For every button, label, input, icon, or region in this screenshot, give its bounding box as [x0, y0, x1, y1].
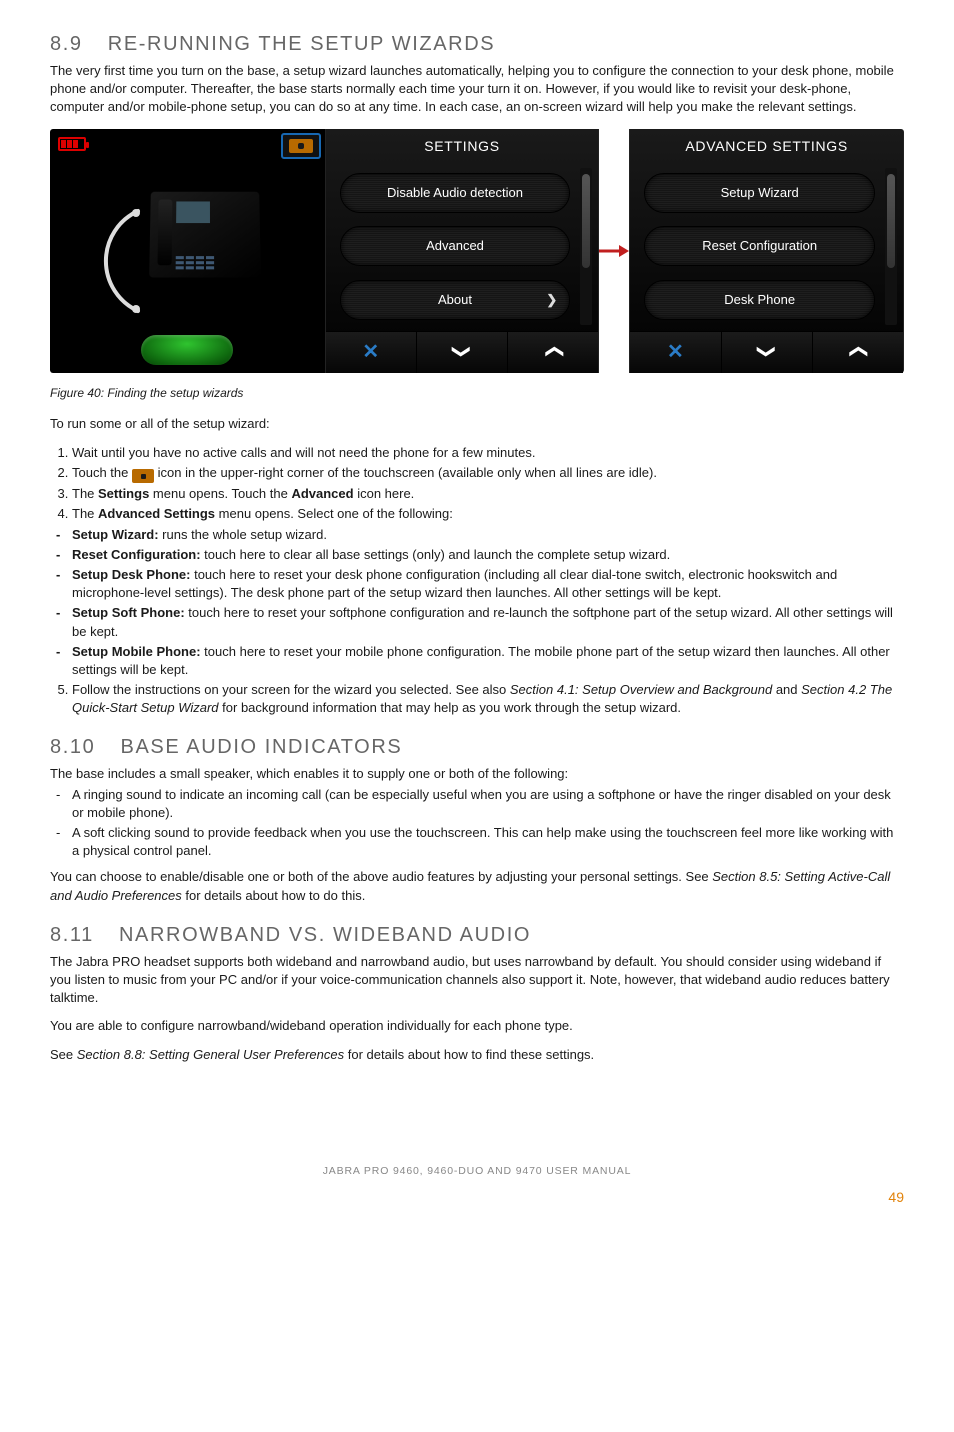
menu-item-advanced[interactable]: Advanced: [340, 226, 571, 266]
s810-li2: A soft clicking sound to provide feedbac…: [72, 824, 904, 860]
chevron-up-icon: ❯: [845, 345, 870, 360]
bottom-bar: ✕ ❯ ❯: [326, 331, 599, 373]
wizard-steps: Wait until you have no active calls and …: [50, 444, 904, 524]
close-icon: ✕: [362, 338, 379, 366]
step-1: Wait until you have no active calls and …: [72, 444, 904, 462]
s811-p3: See Section 8.8: Setting General User Pr…: [50, 1046, 904, 1064]
phone-home-panel: [50, 129, 325, 373]
option-setup-soft: Setup Soft Phone: touch here to reset yo…: [72, 604, 904, 640]
step-4: The Advanced Settings menu opens. Select…: [72, 505, 904, 523]
close-button[interactable]: ✕: [326, 331, 416, 373]
chevron-up-icon: ❯: [541, 345, 566, 360]
option-setup-desk: Setup Desk Phone: touch here to reset yo…: [72, 566, 904, 602]
advanced-settings-panel: ADVANCED SETTINGS Setup Wizard Reset Con…: [629, 129, 904, 373]
footer-title: JABRA PRO 9460, 9460-DUO AND 9470 USER M…: [50, 1164, 904, 1179]
wizard-options: Setup Wizard: runs the whole setup wizar…: [50, 526, 904, 680]
call-button[interactable]: [141, 335, 233, 365]
option-reset-config: Reset Configuration: touch here to clear…: [72, 546, 904, 564]
section-title: NARROWBAND VS. WIDEBAND AUDIO: [119, 924, 531, 946]
flow-arrow: [599, 129, 629, 373]
intro-89: The very first time you turn on the base…: [50, 62, 904, 117]
menu-item-label: Advanced: [426, 238, 484, 253]
battery-icon: [58, 137, 86, 151]
settings-inline-icon: [132, 469, 154, 483]
section-heading-89: 8.9 RE-RUNNING THE SETUP WIZARDS: [50, 30, 904, 58]
close-button[interactable]: ✕: [630, 331, 720, 373]
s810-li1: A ringing sound to indicate an incoming …: [72, 786, 904, 822]
scrollbar[interactable]: [885, 168, 897, 324]
step-3: The Settings menu opens. Touch the Advan…: [72, 485, 904, 503]
section-title: BASE AUDIO INDICATORS: [121, 736, 403, 758]
step-5: Follow the instructions on your screen f…: [72, 681, 904, 717]
chevron-down-icon: ❯: [754, 345, 779, 360]
scroll-down-button[interactable]: ❯: [721, 331, 812, 373]
close-icon: ✕: [667, 338, 684, 366]
scroll-up-button[interactable]: ❯: [812, 331, 903, 373]
menu-item-reset-config[interactable]: Reset Configuration: [644, 226, 875, 266]
scrollbar[interactable]: [580, 168, 592, 324]
menu-item-about[interactable]: About ❯: [340, 280, 571, 320]
section-number: 8.9: [50, 33, 83, 55]
chevron-right-icon: ❯: [546, 291, 557, 309]
s811-p2: You are able to configure narrowband/wid…: [50, 1017, 904, 1035]
figure-caption: Figure 40: Finding the setup wizards: [50, 385, 904, 402]
section-title: RE-RUNNING THE SETUP WIZARDS: [108, 33, 495, 55]
settings-menu-title: SETTINGS: [326, 129, 599, 163]
advanced-menu-title: ADVANCED SETTINGS: [630, 129, 903, 163]
dial-arc: [68, 201, 148, 321]
s810-intro: The base includes a small speaker, which…: [50, 765, 904, 783]
menu-item-disable-audio[interactable]: Disable Audio detection: [340, 173, 571, 213]
wizard-steps-cont: Follow the instructions on your screen f…: [50, 681, 904, 717]
section-heading-811: 8.11 NARROWBAND VS. WIDEBAND AUDIO: [50, 921, 904, 949]
page-number: 49: [888, 1188, 904, 1208]
option-setup-wizard: Setup Wizard: runs the whole setup wizar…: [72, 526, 904, 544]
section-heading-810: 8.10 BASE AUDIO INDICATORS: [50, 733, 904, 761]
chevron-down-icon: ❯: [449, 345, 474, 360]
menu-item-desk-phone[interactable]: Desk Phone: [644, 280, 875, 320]
option-setup-mobile: Setup Mobile Phone: touch here to reset …: [72, 643, 904, 679]
settings-corner-icon[interactable]: [281, 133, 321, 159]
section-number: 8.10: [50, 736, 95, 758]
page-footer: JABRA PRO 9460, 9460-DUO AND 9470 USER M…: [50, 1164, 904, 1184]
deskphone-thumbnail: [149, 191, 261, 277]
s810-p2: You can choose to enable/disable one or …: [50, 868, 904, 904]
s810-list: A ringing sound to indicate an incoming …: [50, 786, 904, 861]
step-2: Touch the icon in the upper-right corner…: [72, 464, 904, 484]
section-number: 8.11: [50, 924, 94, 946]
wizard-intro: To run some or all of the setup wizard:: [50, 415, 904, 433]
menu-item-label: About: [438, 292, 472, 307]
menu-item-setup-wizard[interactable]: Setup Wizard: [644, 173, 875, 213]
bottom-bar: ✕ ❯ ❯: [630, 331, 903, 373]
s811-p1: The Jabra PRO headset supports both wide…: [50, 953, 904, 1008]
figure-40: SETTINGS Disable Audio detection Advance…: [50, 129, 904, 373]
settings-menu-panel: SETTINGS Disable Audio detection Advance…: [325, 129, 600, 373]
scroll-up-button[interactable]: ❯: [507, 331, 598, 373]
scroll-down-button[interactable]: ❯: [416, 331, 507, 373]
